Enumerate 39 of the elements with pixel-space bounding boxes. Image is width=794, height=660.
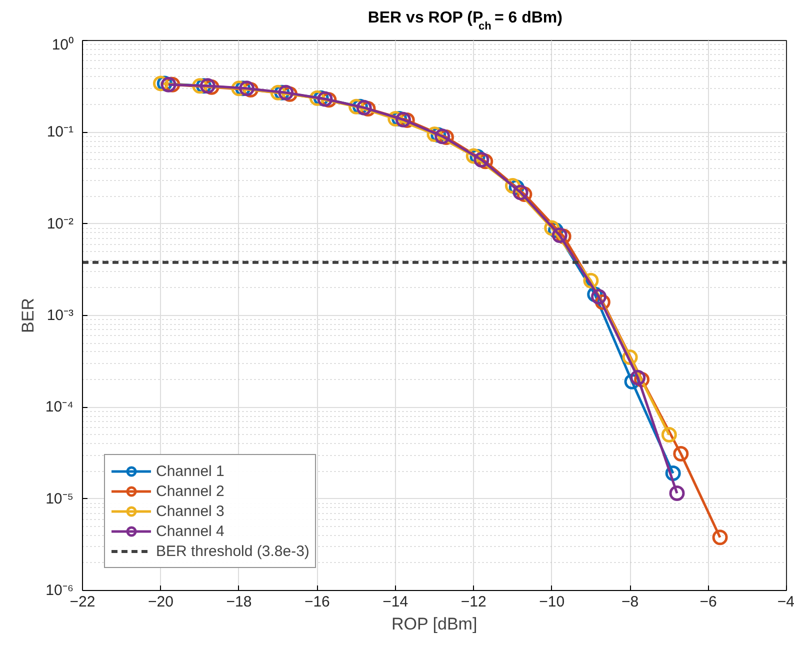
point (673, 446, 689, 462)
point (630, 370, 646, 386)
point (474, 152, 490, 168)
x-tick-label: −12 (460, 594, 486, 610)
y-tick-label: 10⁻² (46, 215, 74, 232)
point (669, 486, 685, 502)
point (395, 112, 411, 128)
point (239, 80, 255, 96)
x-tick-label: −18 (226, 594, 252, 610)
y-tick-label: 10⁰ (52, 36, 74, 54)
point (317, 91, 333, 107)
point (712, 530, 728, 546)
point (661, 427, 677, 442)
point (552, 228, 568, 244)
y-axis-title: BER (18, 298, 38, 333)
legend-label: Channel 1 (156, 462, 224, 480)
x-tick-label: −8 (622, 594, 639, 610)
legend-label: Channel 3 (156, 502, 224, 520)
y-tick-label: 10⁻¹ (46, 124, 74, 141)
legend-label: BER threshold (3.8e-3) (156, 542, 310, 560)
legend-label: Channel 4 (156, 522, 224, 540)
x-tick-label: −10 (539, 594, 565, 610)
point (434, 128, 450, 144)
y-tick-label: 10⁻³ (46, 307, 74, 324)
legend-label: Channel 2 (156, 482, 224, 500)
x-axis-title: ROP [dBm] (392, 614, 478, 634)
point (200, 78, 216, 94)
x-tick-label: −20 (148, 594, 174, 610)
x-tick-label: −14 (382, 594, 408, 610)
y-tick-label: 10⁻⁴ (45, 398, 74, 416)
y-tick-label: 10⁻⁵ (46, 490, 74, 508)
point (591, 289, 607, 305)
point (160, 76, 176, 92)
x-tick-label: −6 (700, 594, 717, 610)
point (512, 184, 528, 200)
x-tick-label: −16 (304, 594, 330, 610)
point (278, 84, 294, 100)
x-tick-label: −4 (777, 594, 794, 610)
point (356, 100, 372, 116)
